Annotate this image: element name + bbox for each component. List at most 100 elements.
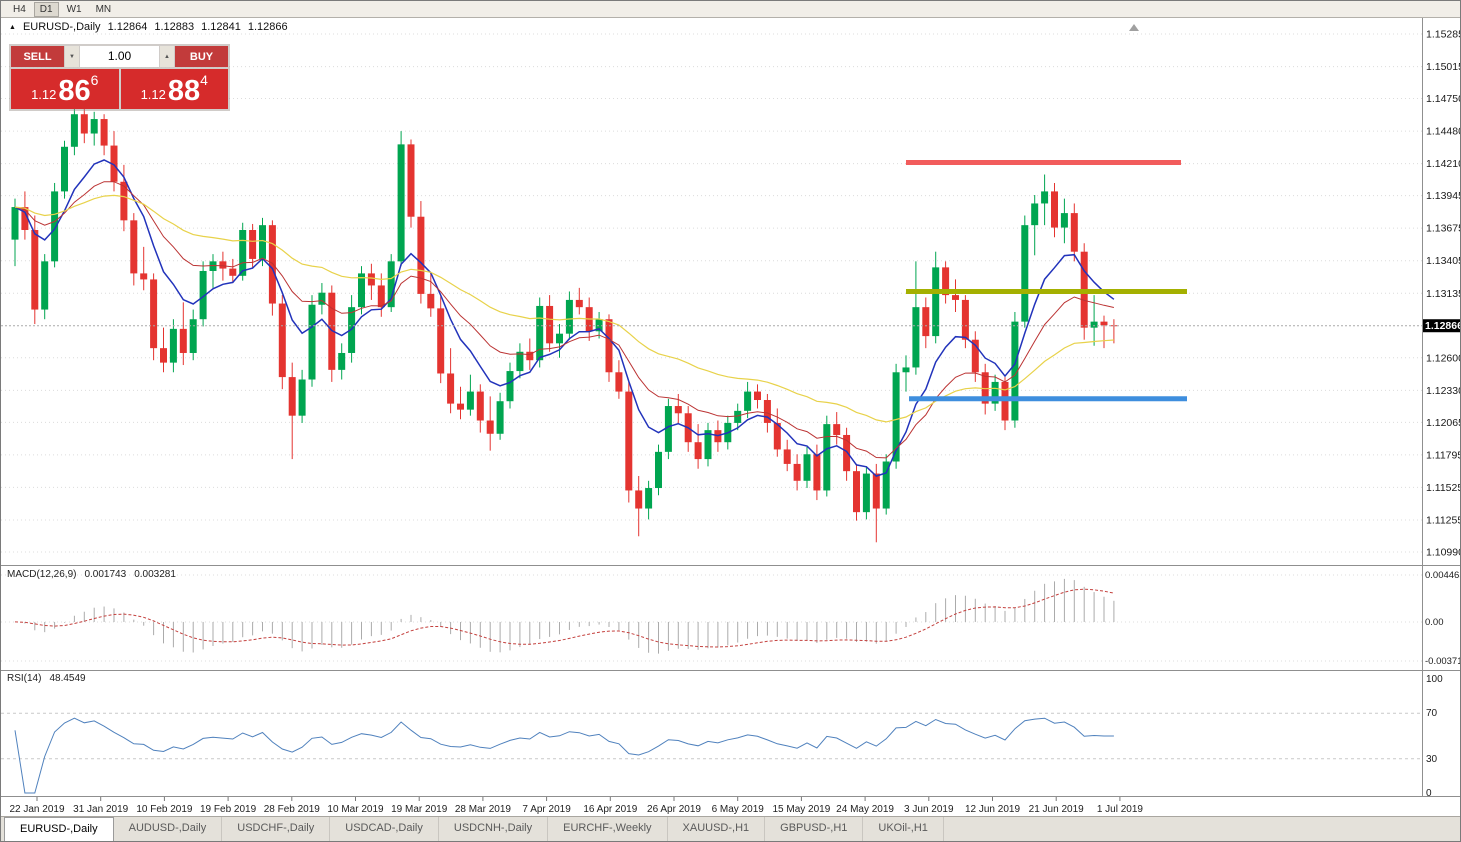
chart-tab-gbpusd-h1[interactable]: GBPUSD-,H1	[765, 817, 864, 841]
timeframe-toolbar: H4 D1 W1 MN	[1, 1, 1460, 18]
price-axis-labels: 1.15285 1.15015 1.14750 1.14480 1.14210 1.139…	[1426, 29, 1461, 559]
svg-text:6 May 2019: 6 May 2019	[712, 804, 765, 815]
volume-decrease-button[interactable]: ▼	[65, 46, 79, 67]
svg-text:1.13945: 1.13945	[1426, 190, 1461, 202]
svg-text:1 Jul 2019: 1 Jul 2019	[1097, 804, 1144, 815]
sell-button[interactable]: SELL	[11, 46, 64, 67]
svg-text:24 May 2019: 24 May 2019	[836, 804, 894, 815]
macd-header: MACD(12,26,9) 0.001743 0.003281	[7, 569, 176, 580]
timeframe-button-d1[interactable]: D1	[33, 1, 59, 17]
chart-shift-marker-icon[interactable]	[1129, 24, 1139, 31]
rsi-plot	[1, 712, 1422, 794]
timeframe-button-mn[interactable]: MN	[90, 2, 118, 17]
buy-price-display[interactable]: 1.12 88 4	[120, 69, 228, 109]
svg-text:1.14480: 1.14480	[1426, 126, 1461, 138]
svg-text:1.11525: 1.11525	[1426, 482, 1461, 494]
svg-text:1.13405: 1.13405	[1426, 255, 1461, 267]
sell-price-pipette: 6	[90, 72, 99, 88]
buy-price-prefix: 1.12	[140, 87, 166, 102]
svg-text:0.004465: 0.004465	[1425, 570, 1461, 581]
timeframe-button-w1[interactable]: W1	[61, 2, 88, 17]
chart-tab-xauusd-h1[interactable]: XAUUSD-,H1	[668, 817, 766, 841]
svg-text:12 Jun 2019: 12 Jun 2019	[965, 804, 1020, 815]
price-axis[interactable]	[1423, 18, 1461, 796]
sell-price-prefix: 1.12	[31, 87, 57, 102]
rsi-label: RSI(14)	[7, 673, 42, 684]
svg-text:30: 30	[1426, 754, 1438, 765]
svg-text:1.14750: 1.14750	[1426, 93, 1461, 105]
svg-text:1.12330: 1.12330	[1426, 385, 1461, 397]
svg-text:1.12600: 1.12600	[1426, 352, 1461, 364]
svg-text:21 Jun 2019: 21 Jun 2019	[1029, 804, 1084, 815]
rsi-header: RSI(14) 48.4549	[7, 673, 86, 684]
chart-tab-ukoil-h1[interactable]: UKOil-,H1	[863, 817, 944, 841]
ohlc-low: 1.12841	[201, 21, 241, 33]
svg-text:28 Feb 2019: 28 Feb 2019	[264, 804, 321, 815]
macd-label: MACD(12,26,9)	[7, 569, 77, 580]
chart-tab-usdcnh-daily[interactable]: USDCNH-,Daily	[439, 817, 549, 841]
macd-plot	[1, 574, 1422, 662]
macd-value-main: 0.001743	[84, 569, 127, 580]
svg-text:10 Feb 2019: 10 Feb 2019	[136, 804, 193, 815]
one-click-trading-panel: SELL ▼ 1.00 ▲ BUY 1.12 86 6 1.12 88 4	[9, 44, 230, 111]
ohlc-high: 1.12883	[154, 21, 195, 33]
trade-controls-row: SELL ▼ 1.00 ▲ BUY	[11, 46, 228, 67]
svg-text:1.14210: 1.14210	[1426, 158, 1461, 170]
svg-text:1.15015: 1.15015	[1426, 61, 1461, 73]
svg-text:19 Feb 2019: 19 Feb 2019	[200, 804, 257, 815]
svg-text:16 Apr 2019: 16 Apr 2019	[583, 804, 637, 815]
sell-price-big-digits: 86	[58, 75, 91, 107]
chart-tab-usdcad-daily[interactable]: USDCAD-,Daily	[330, 817, 439, 841]
svg-text:1.12065: 1.12065	[1426, 417, 1461, 429]
ohlc-close: 1.12866	[247, 21, 288, 33]
moving-average-8	[14, 159, 1115, 477]
chevron-down-icon: ▼	[69, 53, 75, 60]
symbol-marker-icon: ▲	[9, 23, 16, 31]
macd-value-signal: 0.003281	[134, 569, 176, 580]
candles[interactable]	[11, 104, 1118, 543]
svg-text:22 Jan 2019: 22 Jan 2019	[9, 804, 64, 815]
timeframe-button-h4[interactable]: H4	[7, 2, 32, 17]
buy-price-big-digits: 88	[167, 75, 201, 107]
volume-field[interactable]: 1.00	[80, 46, 159, 67]
ohlc-open: 1.12864	[107, 21, 148, 33]
current-price-box	[1423, 319, 1460, 333]
svg-text:31 Jan 2019: 31 Jan 2019	[73, 804, 128, 815]
main-grid	[1, 33, 1422, 553]
svg-text:70: 70	[1426, 708, 1438, 719]
sell-price-display[interactable]: 1.12 86 6	[11, 69, 119, 109]
svg-text:7 Apr 2019: 7 Apr 2019	[522, 804, 571, 815]
chart-tab-audusd-daily[interactable]: AUDUSD-,Daily	[114, 817, 223, 841]
svg-text:19 Mar 2019: 19 Mar 2019	[391, 804, 448, 815]
current-price-label: 1.12866	[1425, 320, 1461, 332]
buy-button[interactable]: BUY	[175, 46, 228, 67]
trade-prices-row: 1.12 86 6 1.12 88 4	[11, 69, 228, 109]
svg-text:100: 100	[1426, 674, 1443, 685]
svg-text:28 Mar 2019: 28 Mar 2019	[455, 804, 512, 815]
chart-symbol-label: EURUSD-,Daily	[22, 21, 101, 33]
svg-text:1.11795: 1.11795	[1426, 449, 1461, 461]
svg-text:-0.003715: -0.003715	[1425, 656, 1461, 667]
chart-tab-eurchf-weekly[interactable]: EURCHF-,Weekly	[548, 817, 668, 841]
svg-text:10 Mar 2019: 10 Mar 2019	[327, 804, 384, 815]
chart-ohlc-header: ▲ EURUSD-,Daily 1.12864 1.12883 1.12841 …	[9, 21, 288, 33]
svg-text:1.11255: 1.11255	[1426, 514, 1461, 526]
chart-tab-eurusd-daily[interactable]: EURUSD-,Daily	[4, 817, 114, 841]
chart-tab-usdchf-daily[interactable]: USDCHF-,Daily	[222, 817, 331, 841]
buy-price-pipette: 4	[200, 72, 208, 88]
volume-increase-button[interactable]: ▲	[160, 46, 174, 67]
svg-text:1.13135: 1.13135	[1426, 288, 1461, 300]
moving-average-17	[14, 181, 1115, 459]
svg-text:0: 0	[1426, 788, 1432, 799]
moving-average-40	[14, 194, 1114, 423]
chevron-up-icon: ▲	[164, 53, 170, 60]
svg-text:1.10990: 1.10990	[1426, 546, 1461, 558]
date-axis[interactable]: 22 Jan 2019 31 Jan 2019 10 Feb 2019 19 Feb …	[9, 797, 1143, 815]
svg-text:15 May 2019: 15 May 2019	[772, 804, 830, 815]
rsi-value: 48.4549	[49, 673, 86, 684]
svg-text:3 Jun 2019: 3 Jun 2019	[904, 804, 954, 815]
svg-text:0.00: 0.00	[1425, 617, 1444, 628]
chart-tabs-bar: EURUSD-,Daily AUDUSD-,Daily USDCHF-,Daily U…	[1, 816, 1460, 841]
